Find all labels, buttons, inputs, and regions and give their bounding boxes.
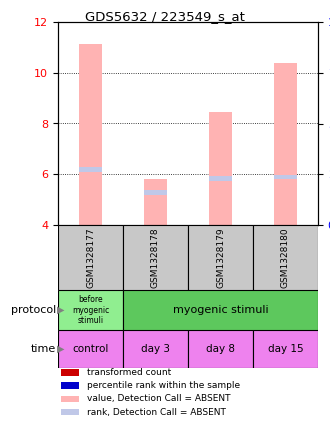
Text: myogenic stimuli: myogenic stimuli xyxy=(173,305,268,315)
Text: day 3: day 3 xyxy=(141,344,170,354)
Text: control: control xyxy=(72,344,109,354)
FancyBboxPatch shape xyxy=(188,330,253,368)
Text: GSM1328179: GSM1328179 xyxy=(216,227,225,288)
Text: day 15: day 15 xyxy=(268,344,303,354)
FancyBboxPatch shape xyxy=(188,225,253,290)
Text: percentile rank within the sample: percentile rank within the sample xyxy=(86,381,240,390)
Text: GSM1328180: GSM1328180 xyxy=(281,227,290,288)
Text: value, Detection Call = ABSENT: value, Detection Call = ABSENT xyxy=(86,394,230,403)
FancyBboxPatch shape xyxy=(123,225,188,290)
Text: ▶: ▶ xyxy=(57,344,64,354)
Bar xyxy=(209,112,232,225)
Bar xyxy=(61,396,79,402)
Bar xyxy=(144,179,167,225)
Text: GSM1328177: GSM1328177 xyxy=(86,227,95,288)
FancyBboxPatch shape xyxy=(253,330,318,368)
FancyBboxPatch shape xyxy=(58,330,123,368)
FancyBboxPatch shape xyxy=(123,330,188,368)
Bar xyxy=(274,175,297,179)
Bar xyxy=(61,369,79,376)
Bar xyxy=(61,382,79,389)
Bar xyxy=(79,44,102,225)
Bar xyxy=(274,63,297,225)
Text: GSM1328178: GSM1328178 xyxy=(151,227,160,288)
FancyBboxPatch shape xyxy=(123,290,318,330)
Bar xyxy=(209,176,232,181)
FancyBboxPatch shape xyxy=(253,225,318,290)
Bar xyxy=(61,409,79,415)
Bar xyxy=(144,190,167,195)
Text: time: time xyxy=(31,344,56,354)
Text: day 8: day 8 xyxy=(206,344,235,354)
Text: rank, Detection Call = ABSENT: rank, Detection Call = ABSENT xyxy=(86,407,225,417)
Text: ▶: ▶ xyxy=(57,305,64,315)
Text: before
myogenic
stimuli: before myogenic stimuli xyxy=(72,295,109,325)
Text: protocol: protocol xyxy=(11,305,56,315)
FancyBboxPatch shape xyxy=(58,290,123,330)
Text: GDS5632 / 223549_s_at: GDS5632 / 223549_s_at xyxy=(85,10,245,23)
Bar xyxy=(79,167,102,172)
FancyBboxPatch shape xyxy=(58,225,123,290)
Text: transformed count: transformed count xyxy=(86,368,171,377)
